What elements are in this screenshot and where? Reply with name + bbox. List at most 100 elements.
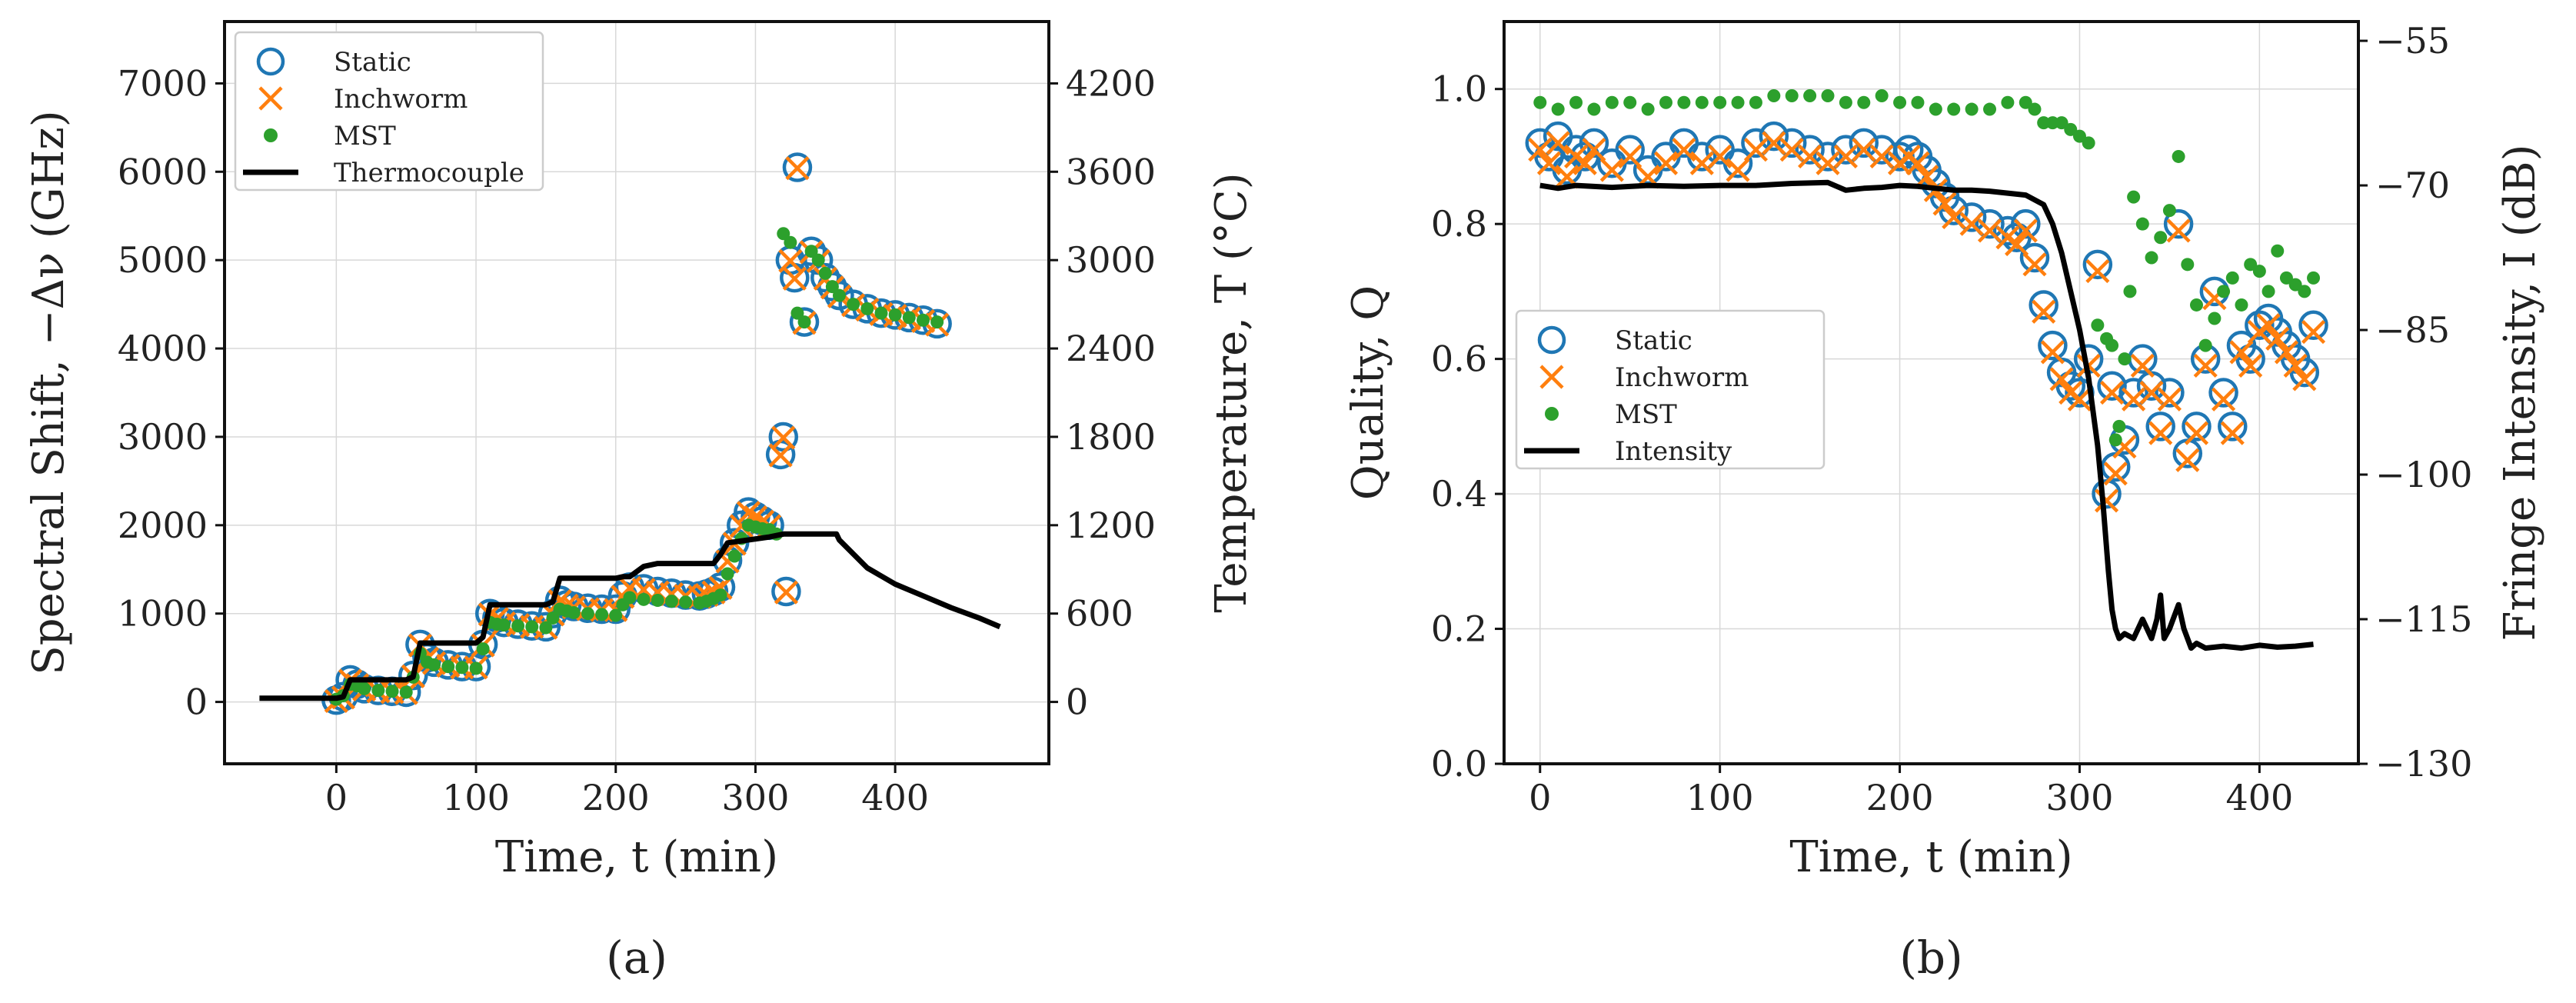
mst-point [2225, 271, 2239, 285]
mst-point [651, 593, 664, 607]
inchworm-point [1977, 218, 2002, 243]
static-point [2019, 242, 2050, 273]
mst-point [2091, 318, 2105, 332]
mst-point [623, 591, 637, 605]
y-tick-label: 2000 [118, 505, 208, 546]
static-point [2235, 344, 2265, 374]
inchworm-point [2130, 353, 2155, 378]
inchworm-point [2005, 232, 2029, 257]
mst-point [2162, 204, 2176, 218]
static-point [1831, 135, 1861, 165]
static-point [1741, 128, 1771, 158]
y2-tick-label: −70 [2375, 165, 2450, 206]
mst-point [497, 618, 511, 632]
legend-inchworm-marker [1539, 365, 1564, 389]
mst-point [581, 607, 594, 621]
inchworm-point [785, 156, 810, 181]
inchworm-point [2099, 380, 2125, 405]
static-point [2208, 378, 2238, 408]
mst-point [1623, 95, 1637, 109]
inchworm-point [2211, 387, 2236, 412]
mst-point [511, 619, 525, 633]
mst-point [1785, 89, 1799, 102]
panel-label: (b) [1899, 931, 1962, 984]
inchworm-point [2175, 448, 2200, 472]
static-point [2298, 310, 2328, 341]
static-point [1615, 135, 1645, 165]
inchworm-point [2184, 421, 2209, 445]
mst-point [1533, 95, 1547, 109]
inchworm-point [1798, 144, 1822, 169]
mst-point [399, 685, 413, 699]
legend-label: Thermocouple [334, 158, 524, 188]
mst-point [2045, 116, 2059, 130]
y2-tick-label: 0 [1066, 681, 1088, 723]
y-tick-label: 6000 [118, 151, 208, 192]
static-point [2038, 330, 2068, 361]
x-tick-label: 400 [2225, 777, 2293, 818]
static-point [1759, 121, 1789, 152]
series-intensity-line [1539, 179, 2314, 651]
mst-point [874, 306, 888, 320]
plot-frame [223, 20, 1050, 765]
inchworm-point [2040, 340, 2065, 365]
mst-point [567, 606, 581, 620]
mst-point [428, 658, 441, 671]
y2-tick-label: 3000 [1066, 239, 1156, 281]
static-point [1776, 128, 1807, 158]
static-point [2289, 357, 2320, 388]
inchworm-point [2283, 353, 2308, 378]
static-point [2155, 378, 2185, 408]
y-tick-label: 0.0 [1431, 743, 1487, 785]
inchworm-point [2193, 353, 2218, 378]
mst-point [790, 306, 804, 320]
y-tick-label: 0.8 [1431, 203, 1487, 245]
static-point [2029, 290, 2058, 320]
inchworm-point [1653, 151, 1679, 175]
x-tick-label: 300 [2046, 777, 2114, 818]
static-point [2218, 412, 2248, 442]
mst-point [1749, 95, 1762, 109]
mst-point [714, 588, 727, 602]
legend-label: Intensity [1615, 436, 1732, 467]
mst-point [2112, 419, 2126, 433]
static-point [1956, 202, 1987, 232]
mst-point [1659, 95, 1673, 109]
static-point [2097, 371, 2127, 401]
mst-point [2028, 102, 2042, 116]
y2-tick-label: 2400 [1066, 328, 1156, 369]
mst-point [2198, 338, 2212, 352]
mst-point [546, 611, 560, 625]
mst-point [777, 227, 790, 241]
inchworm-point [2229, 340, 2254, 365]
y-tick-label: 3000 [118, 416, 208, 458]
inchworm-point [782, 266, 807, 291]
mst-point [2064, 122, 2078, 136]
legend-static-marker [1537, 325, 1566, 355]
static-point [1975, 208, 2005, 239]
static-point [2118, 378, 2148, 408]
x-tick-label: 100 [442, 777, 510, 818]
mst-point [860, 302, 874, 315]
inchworm-point [778, 248, 803, 273]
inchworm-point [2265, 326, 2290, 351]
legend-label: Static [1615, 325, 1692, 356]
mst-point [455, 661, 469, 675]
mst-point [818, 266, 832, 280]
mst-point [476, 642, 490, 656]
mst-point [1695, 95, 1709, 109]
inchworm-point [1573, 151, 1597, 175]
y2-tick-label: 1800 [1066, 416, 1156, 458]
inchworm-point [2301, 319, 2326, 345]
mst-point [525, 620, 539, 634]
panel-b-chart: 0 100 200 300 400 0.0 0.2 0.4 0.6 0.8 1.0 −130 −115 −… [1343, 20, 2545, 984]
mst-point [1569, 95, 1583, 109]
mst-point [469, 661, 483, 675]
inchworm-point [1536, 151, 1562, 175]
x-tick-label: 200 [1866, 777, 1934, 818]
static-point [1795, 135, 1825, 165]
mst-point [804, 245, 818, 258]
mst-point [1713, 95, 1727, 109]
y-tick-label: 0 [185, 681, 208, 723]
inchworm-point [1959, 212, 1984, 236]
